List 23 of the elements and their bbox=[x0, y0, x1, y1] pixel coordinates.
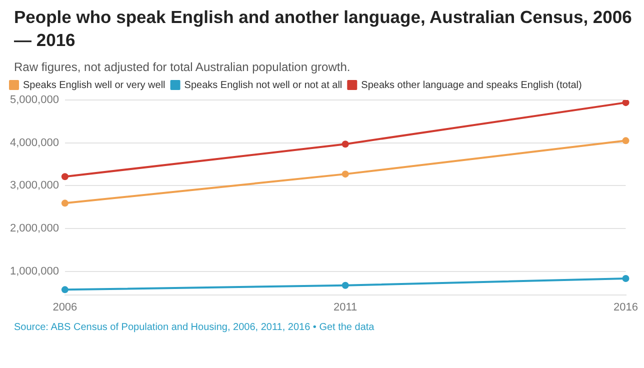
x-tick-label: 2016 bbox=[614, 301, 638, 314]
y-tick-label: 3,000,000 bbox=[10, 180, 59, 192]
point bbox=[342, 282, 349, 289]
source-note: Source: ABS Census of Population and Housing, 2006, 2011, 2016 • Get the data bbox=[14, 322, 376, 333]
chart-title: People who speak English and another language, Australian Census, 2006 — 2016 bbox=[14, 6, 633, 52]
point bbox=[342, 140, 349, 148]
point bbox=[622, 100, 630, 106]
chart-subtitle: Raw figures, not adjusted for total Australian population growth. bbox=[14, 60, 352, 74]
point bbox=[61, 286, 68, 294]
legend-label: Speaks other language and speaks English (total) bbox=[361, 80, 582, 91]
point bbox=[342, 170, 349, 178]
y-tick-label: 2,000,000 bbox=[10, 222, 59, 234]
x-tick-label: 2006 bbox=[52, 301, 78, 314]
x-tick-label: 2011 bbox=[334, 301, 358, 314]
legend-label: Speaks English well or very well bbox=[23, 80, 166, 91]
y-tick-label: 1,000,000 bbox=[10, 265, 59, 278]
y-tick-label: 4,000,000 bbox=[10, 136, 59, 149]
legend-label: Speaks English not well or not at all bbox=[184, 80, 342, 91]
point bbox=[622, 275, 630, 282]
point bbox=[622, 137, 630, 144]
point bbox=[61, 173, 68, 180]
y-tick-label: 5,000,000 bbox=[10, 94, 59, 106]
point bbox=[61, 200, 68, 207]
